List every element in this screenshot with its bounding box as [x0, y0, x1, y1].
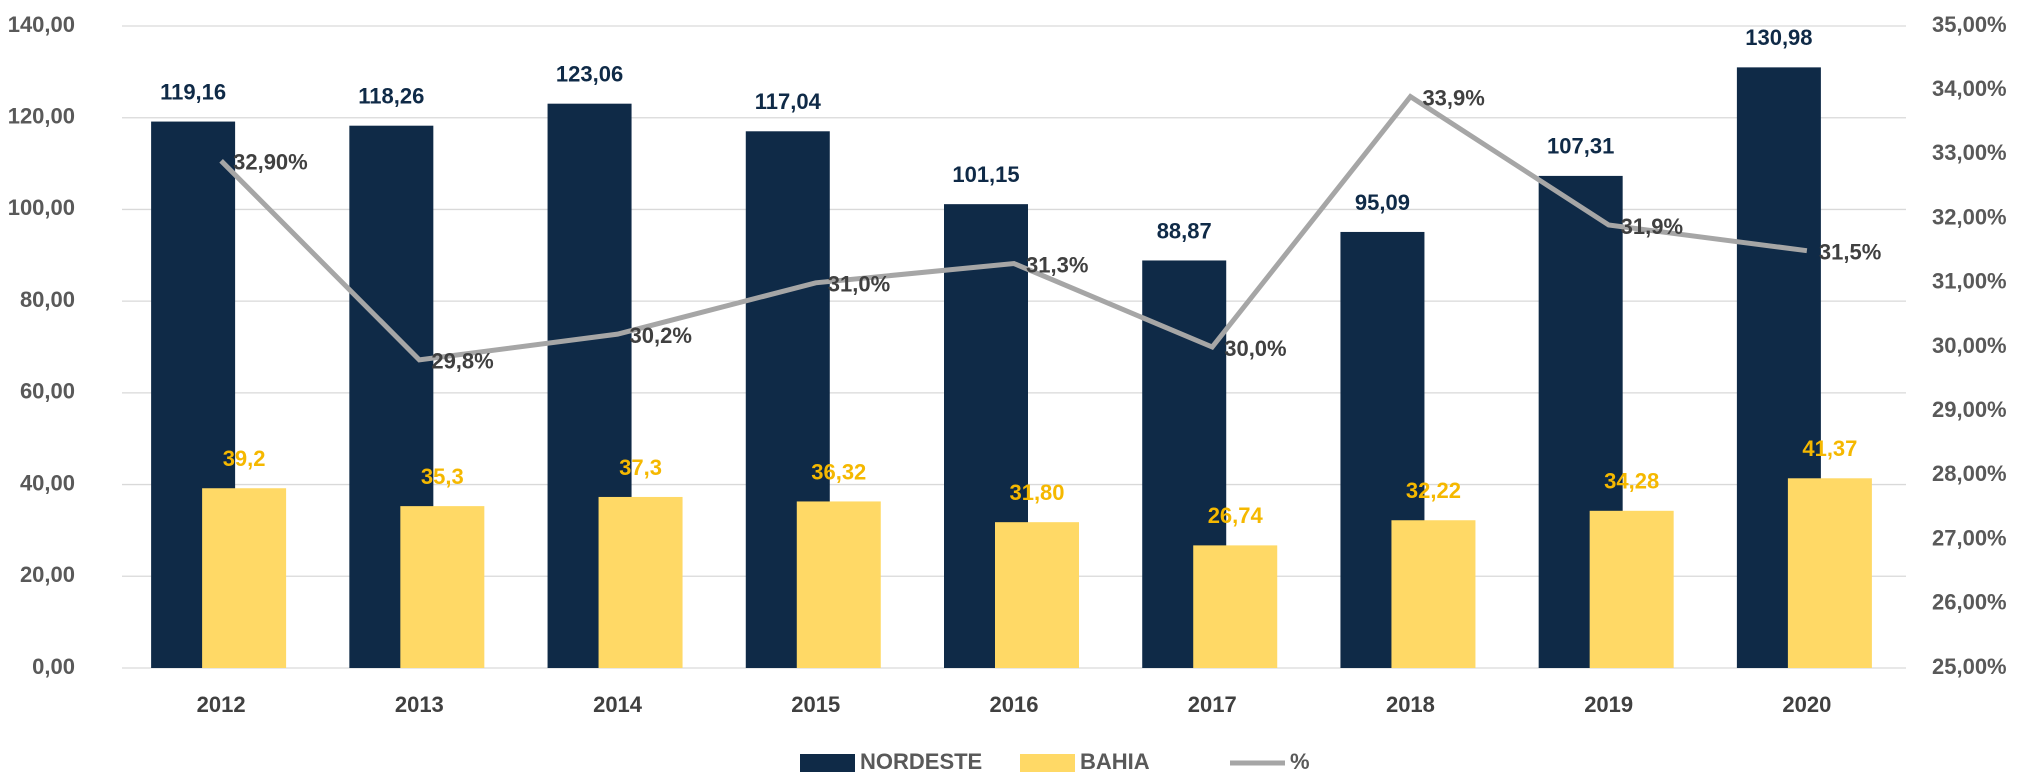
data-label: 34,28: [1604, 469, 1659, 494]
bar: [995, 522, 1079, 668]
data-label: 41,37: [1802, 436, 1857, 461]
x-tick-label: 2019: [1584, 692, 1633, 717]
data-label: 130,98: [1745, 25, 1812, 50]
legend-label: %: [1290, 749, 1310, 774]
x-tick-label: 2013: [395, 692, 444, 717]
y2-tick-label: 26,00%: [1932, 590, 2007, 615]
x-tick-label: 2014: [593, 692, 643, 717]
data-label: 31,9%: [1621, 214, 1683, 239]
data-label: 30,0%: [1224, 336, 1286, 361]
data-label: 29,8%: [431, 349, 493, 374]
data-label: 37,3: [619, 455, 662, 480]
data-label: 33,9%: [1422, 85, 1484, 110]
x-tick-label: 2020: [1782, 692, 1831, 717]
data-label: 117,04: [755, 89, 822, 114]
y2-tick-label: 29,00%: [1932, 397, 2007, 422]
data-label: 31,80: [1009, 480, 1064, 505]
legend-swatch: [1020, 754, 1075, 772]
data-label: 32,22: [1406, 478, 1461, 503]
data-label: 36,32: [811, 459, 866, 484]
y-tick-label: 40,00: [20, 470, 75, 495]
x-tick-label: 2015: [791, 692, 840, 717]
data-label: 39,2: [223, 446, 266, 471]
data-label: 32,90%: [233, 150, 308, 175]
bar: [1589, 510, 1674, 668]
bar: [1391, 520, 1476, 668]
y2-tick-label: 35,00%: [1932, 12, 2007, 37]
data-label: 31,0%: [828, 272, 890, 297]
bar: [1193, 545, 1278, 668]
y-tick-label: 80,00: [20, 287, 75, 312]
x-tick-label: 2012: [197, 692, 246, 717]
y2-tick-label: 28,00%: [1932, 461, 2007, 486]
data-label: 123,06: [556, 61, 623, 86]
legend-swatch: [800, 754, 855, 772]
bar: [400, 506, 485, 668]
y-tick-label: 120,00: [8, 104, 75, 129]
data-label: 31,3%: [1026, 252, 1088, 277]
y2-tick-label: 27,00%: [1932, 525, 2007, 550]
y2-tick-label: 34,00%: [1932, 76, 2007, 101]
data-label: 119,16: [160, 79, 226, 104]
bar: [598, 496, 683, 668]
data-label: 88,87: [1157, 218, 1212, 243]
bar: [202, 488, 287, 668]
y-tick-label: 60,00: [20, 379, 75, 404]
x-tick-label: 2016: [990, 692, 1039, 717]
y-tick-label: 0,00: [32, 654, 75, 679]
legend-label: NORDESTE: [860, 749, 982, 774]
y-tick-label: 20,00: [20, 562, 75, 587]
data-label: 30,2%: [630, 323, 692, 348]
data-label: 95,09: [1355, 190, 1410, 215]
y-tick-label: 140,00: [8, 12, 75, 37]
data-label: 118,26: [358, 84, 424, 109]
y2-tick-label: 30,00%: [1932, 333, 2007, 358]
legend-label: BAHIA: [1080, 749, 1150, 774]
x-tick-label: 2018: [1386, 692, 1435, 717]
x-tick-label: 2017: [1188, 692, 1237, 717]
data-label: 101,15: [952, 162, 1019, 187]
bar: [796, 501, 881, 668]
y2-tick-label: 33,00%: [1932, 140, 2007, 165]
line: [219, 93, 1808, 363]
data-label: 35,3: [421, 464, 464, 489]
data-label: 31,5%: [1819, 240, 1881, 265]
y-tick-label: 100,00: [8, 195, 75, 220]
y2-tick-label: 25,00%: [1932, 654, 2007, 679]
y2-tick-label: 32,00%: [1932, 204, 2007, 229]
data-label: 26,74: [1208, 503, 1264, 528]
data-label: 107,31: [1547, 134, 1614, 159]
y2-tick-label: 31,00%: [1932, 269, 2007, 294]
bar: [1787, 478, 1872, 668]
